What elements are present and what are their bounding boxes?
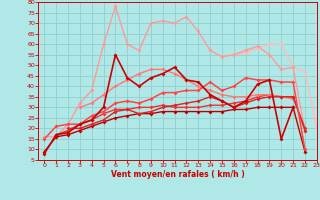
X-axis label: Vent moyen/en rafales ( km/h ): Vent moyen/en rafales ( km/h ) — [111, 170, 244, 179]
